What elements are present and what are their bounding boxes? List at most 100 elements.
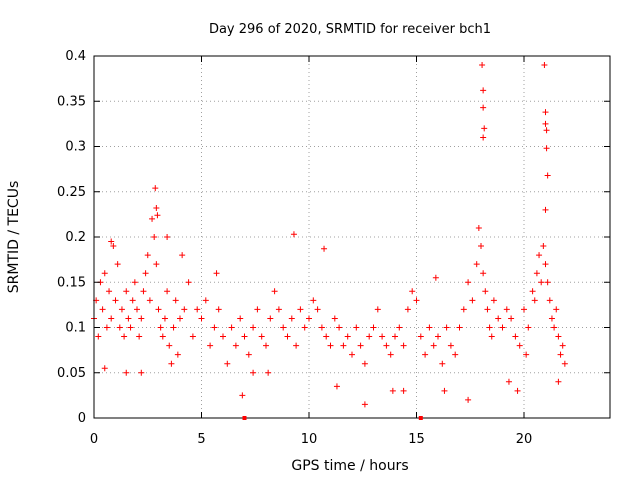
x-axis-label: GPS time / hours xyxy=(291,458,408,474)
data-point xyxy=(131,279,138,286)
data-point xyxy=(392,333,398,340)
data-point xyxy=(481,125,488,132)
data-point xyxy=(555,333,562,340)
data-point xyxy=(473,261,480,268)
data-point xyxy=(503,306,510,313)
data-point xyxy=(108,315,115,322)
data-point xyxy=(482,288,489,295)
data-point xyxy=(456,324,463,331)
y-tick-label: 0.35 xyxy=(57,94,86,109)
data-point xyxy=(250,369,257,376)
data-point xyxy=(174,351,181,358)
data-point xyxy=(536,252,543,259)
data-point xyxy=(125,315,132,322)
data-point xyxy=(379,333,386,340)
data-point xyxy=(400,342,407,349)
data-point xyxy=(265,369,272,376)
data-point xyxy=(475,224,482,231)
data-point xyxy=(430,342,437,349)
x-tick-label: 15 xyxy=(408,432,425,447)
data-point xyxy=(486,324,493,331)
data-point xyxy=(177,315,183,322)
data-point xyxy=(542,109,549,116)
data-point xyxy=(207,342,214,349)
data-point xyxy=(138,369,145,376)
data-point xyxy=(153,205,160,212)
data-point xyxy=(168,360,175,367)
data-point xyxy=(155,306,162,313)
data-point xyxy=(543,127,550,134)
data-point xyxy=(512,333,519,340)
data-point xyxy=(129,297,136,304)
data-point xyxy=(443,324,450,331)
data-point xyxy=(138,315,145,322)
y-tick-label: 0 xyxy=(78,411,86,426)
data-point xyxy=(267,315,274,322)
data-point xyxy=(146,297,153,304)
data-point xyxy=(254,306,261,313)
data-point xyxy=(435,333,441,340)
data-point xyxy=(154,212,161,219)
data-point xyxy=(116,324,123,331)
data-point xyxy=(553,306,560,313)
x-axis-marker xyxy=(242,416,247,420)
data-point xyxy=(140,288,147,295)
data-point xyxy=(452,351,459,358)
data-point xyxy=(439,360,446,367)
data-point xyxy=(101,270,108,277)
data-point xyxy=(321,245,328,252)
y-axis-label: SRMTID / TECUs xyxy=(6,181,22,294)
data-point xyxy=(241,333,248,340)
data-point xyxy=(157,324,164,331)
data-point xyxy=(331,315,338,322)
data-point xyxy=(559,342,566,349)
data-point xyxy=(99,306,106,313)
data-point xyxy=(409,288,416,295)
data-point xyxy=(250,324,257,331)
data-point xyxy=(542,206,549,213)
data-point xyxy=(318,324,325,331)
y-tick-label: 0.2 xyxy=(65,230,86,245)
data-point xyxy=(480,134,487,141)
data-point xyxy=(95,333,102,340)
data-point xyxy=(447,342,454,349)
data-point xyxy=(541,62,548,69)
data-point xyxy=(357,342,364,349)
y-tick-label: 0.25 xyxy=(57,185,86,200)
y-tick-label: 0.1 xyxy=(65,321,86,336)
data-point xyxy=(465,396,472,403)
x-tick-label: 10 xyxy=(301,432,318,447)
data-point xyxy=(551,324,558,331)
data-point xyxy=(245,351,252,358)
data-point xyxy=(152,185,159,192)
data-point xyxy=(396,324,403,331)
grid xyxy=(94,56,610,418)
data-point xyxy=(228,324,235,331)
data-point xyxy=(344,333,351,340)
data-point xyxy=(529,288,536,295)
data-point xyxy=(134,306,140,313)
data-point xyxy=(151,234,158,240)
data-point xyxy=(220,333,226,340)
data-point xyxy=(301,324,308,331)
data-point xyxy=(224,360,231,367)
data-point xyxy=(112,297,119,304)
data-point xyxy=(544,172,551,179)
data-point xyxy=(514,387,521,394)
data-point xyxy=(142,270,149,277)
data-point xyxy=(198,315,205,322)
data-point xyxy=(417,333,424,340)
data-point xyxy=(101,365,108,372)
data-point xyxy=(263,342,269,349)
data-point xyxy=(103,324,110,331)
data-point xyxy=(540,243,547,250)
data-point xyxy=(426,324,433,331)
data-point xyxy=(271,288,278,295)
data-point xyxy=(374,306,381,313)
data-point xyxy=(118,306,125,313)
data-point xyxy=(349,351,355,358)
data-point xyxy=(136,333,143,340)
data-point xyxy=(557,351,564,358)
data-point xyxy=(185,279,192,286)
